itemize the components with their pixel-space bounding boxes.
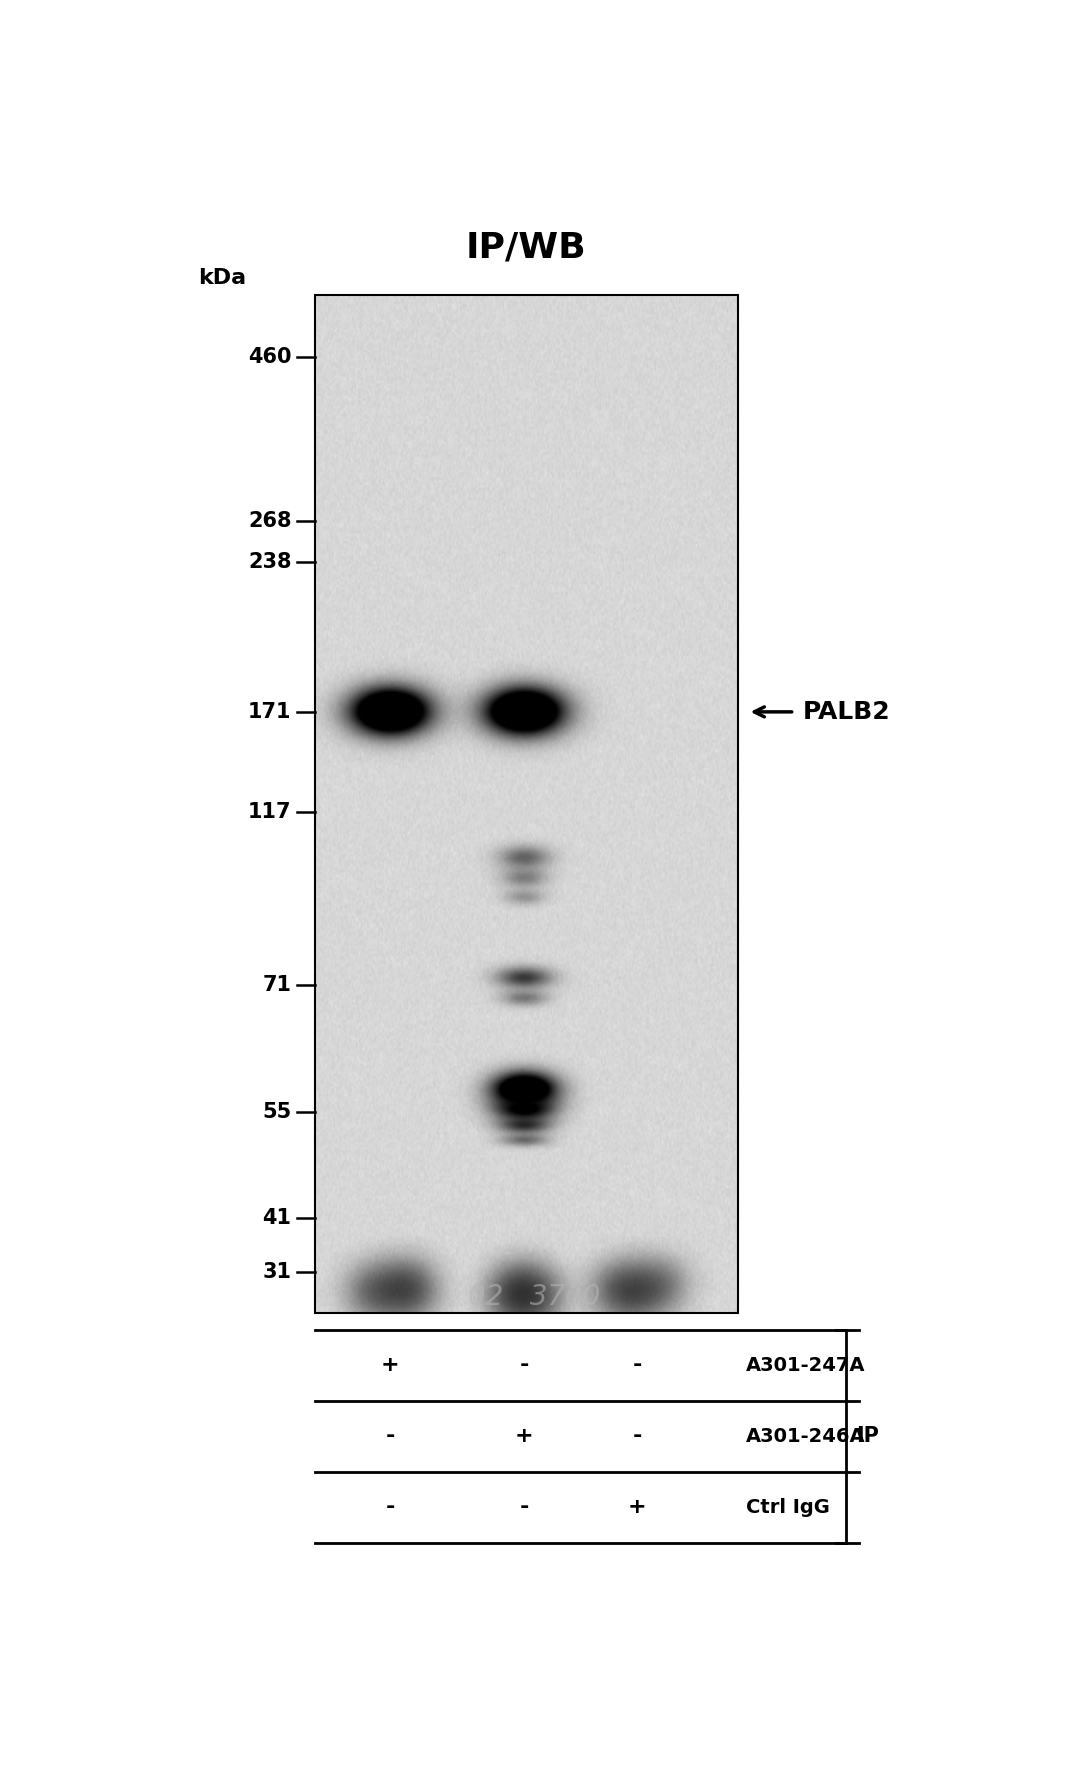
Text: +: + [627,1498,647,1518]
Text: 117: 117 [248,802,292,822]
Text: -: - [633,1427,642,1447]
Text: -: - [519,1354,529,1376]
Text: IP: IP [856,1427,879,1447]
Text: -: - [386,1427,395,1447]
Text: Ctrl IgG: Ctrl IgG [746,1498,829,1518]
Text: kDa: kDa [198,268,246,288]
Text: 268: 268 [248,511,292,531]
Text: 171: 171 [248,701,292,722]
Bar [315,295,738,1314]
Text: A301-247A: A301-247A [746,1356,865,1374]
Text: 55: 55 [262,1102,292,1122]
Text: 02   3700: 02 3700 [469,1283,600,1310]
Text: 238: 238 [248,552,292,572]
Text: PALB2: PALB2 [802,699,891,724]
Text: 460: 460 [248,346,292,366]
Text: +: + [515,1427,534,1447]
Text: 31: 31 [262,1262,292,1282]
Text: -: - [386,1498,395,1518]
Text: +: + [381,1354,400,1376]
Text: IP/WB: IP/WB [465,231,586,264]
Text: A301-246A: A301-246A [746,1427,866,1447]
Text: -: - [633,1354,642,1376]
Text: 71: 71 [262,974,292,996]
Text: 41: 41 [262,1207,292,1228]
Text: -: - [519,1498,529,1518]
